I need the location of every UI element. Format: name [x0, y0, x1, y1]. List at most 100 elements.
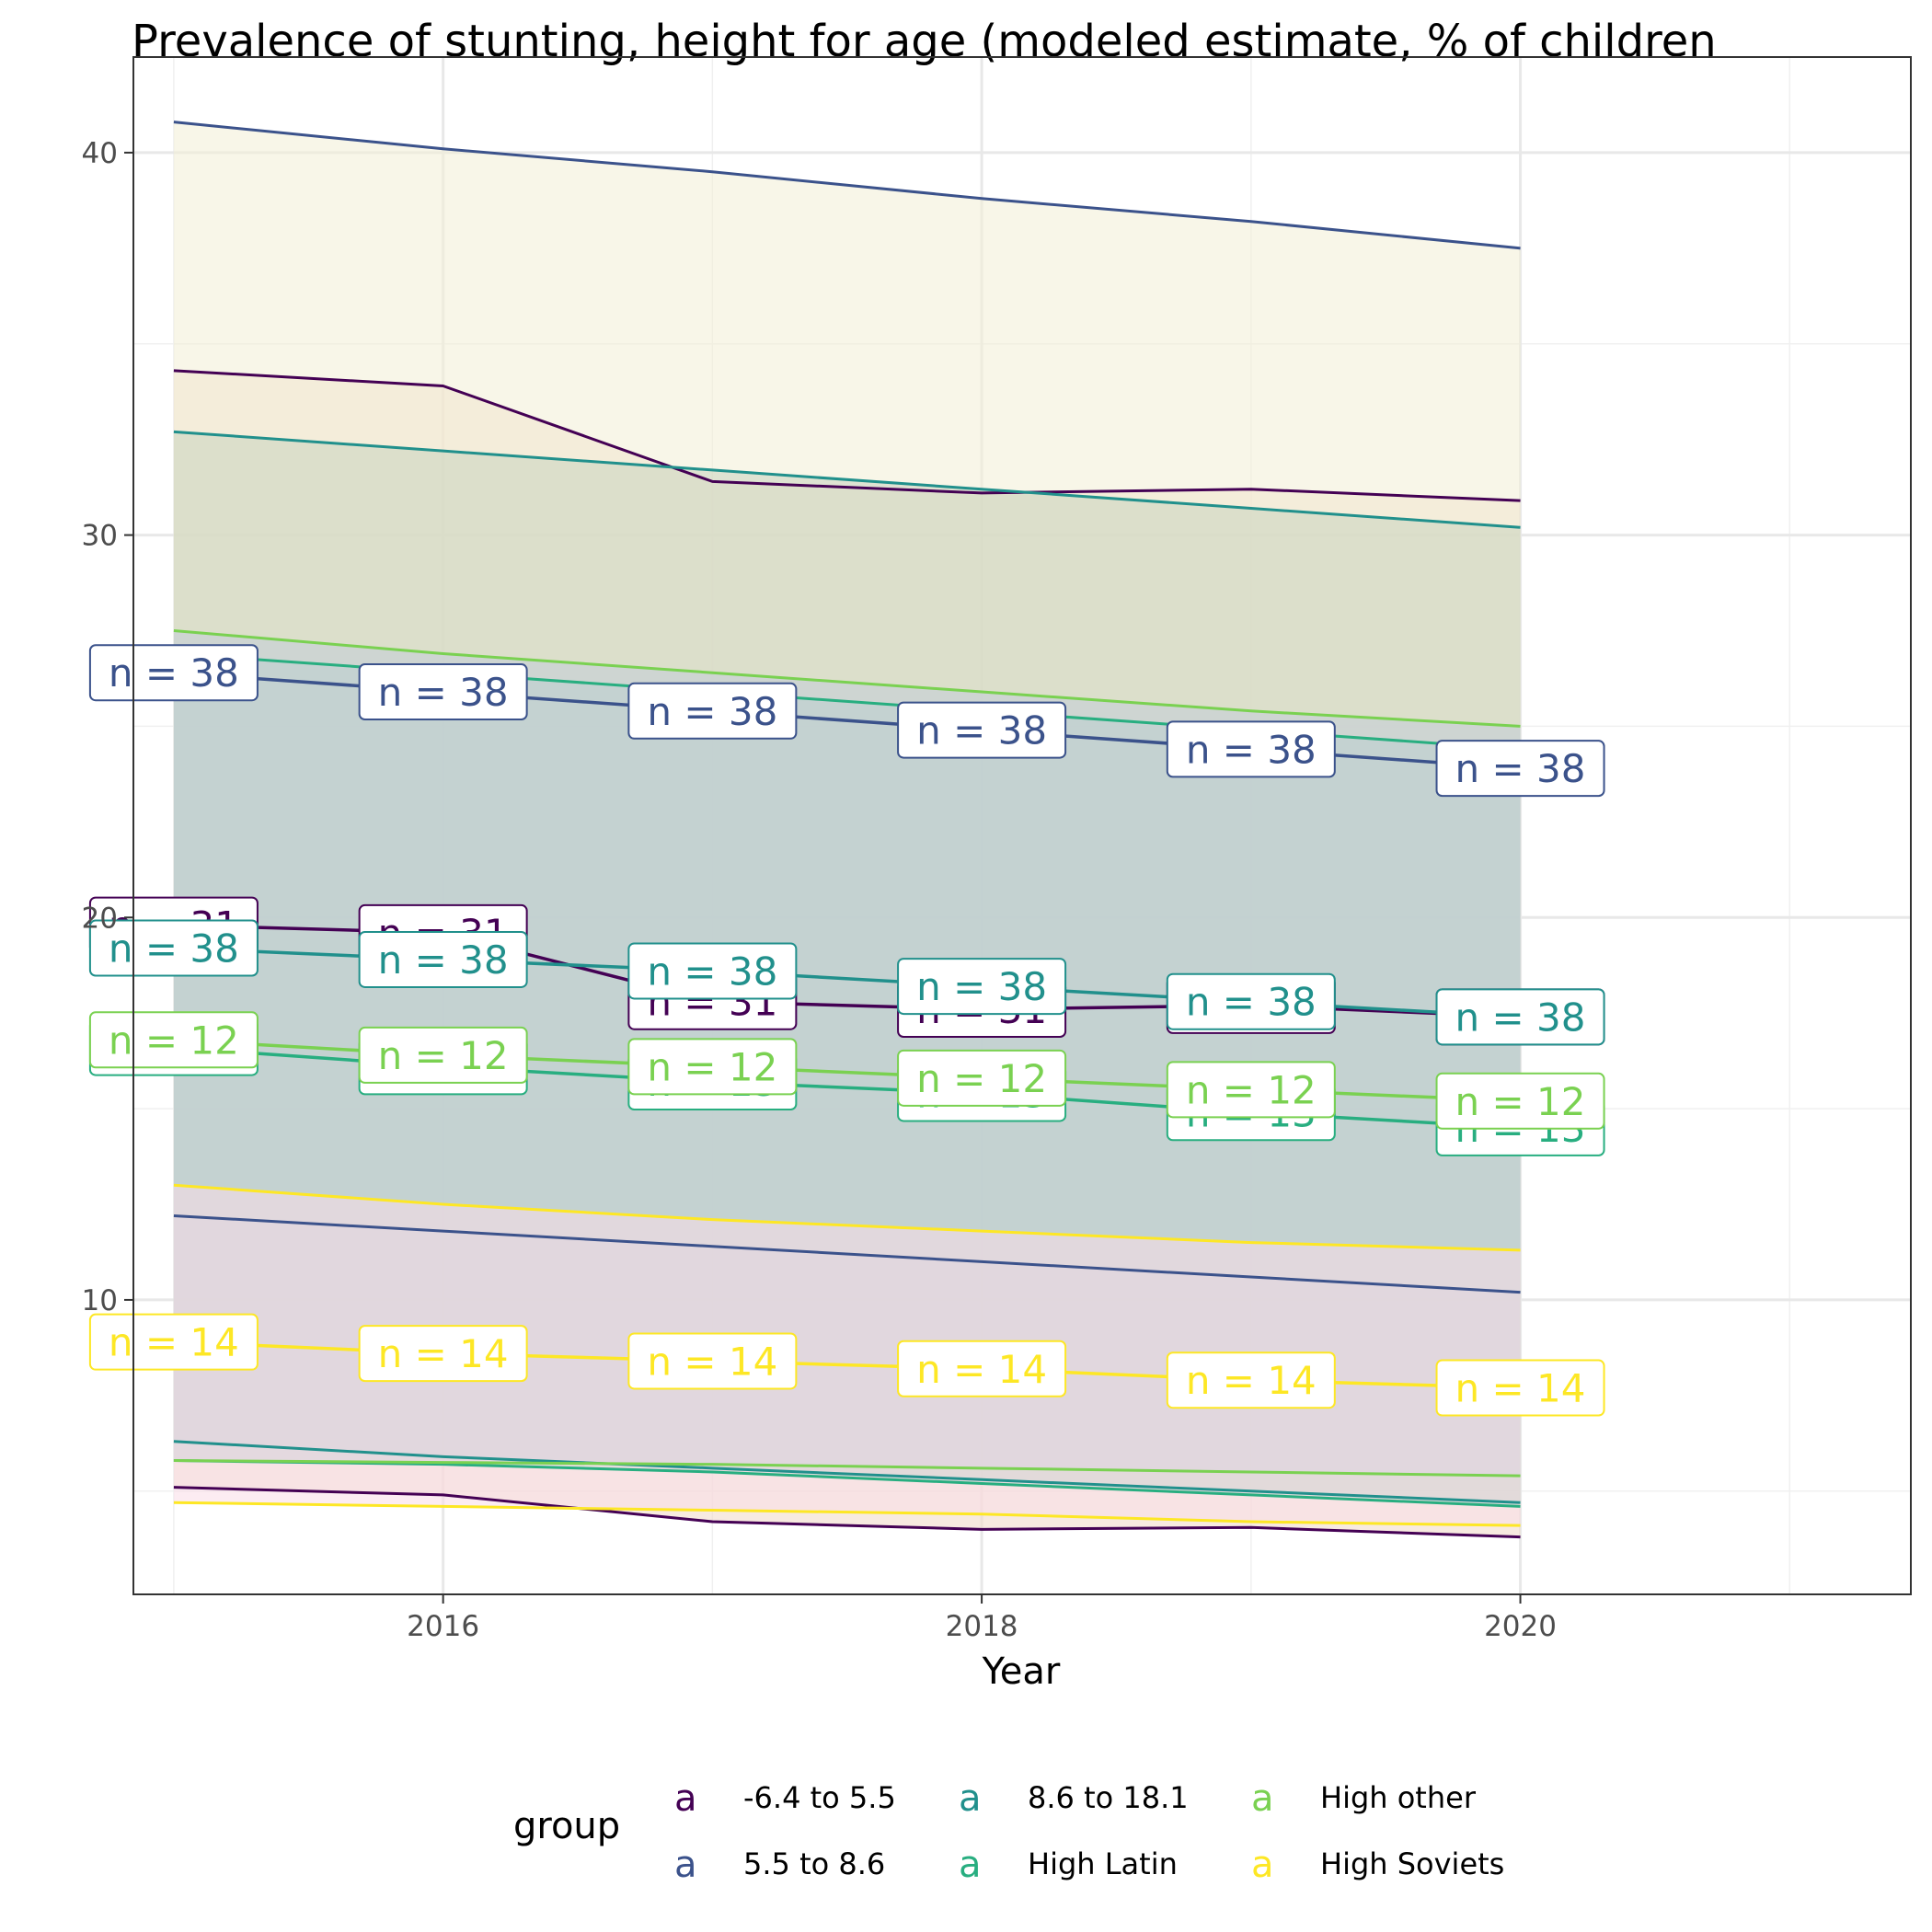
count-label-text: n = 38: [1186, 980, 1317, 1025]
x-tick-label: 2020: [1484, 1610, 1557, 1643]
series-bound-line: [173, 1501, 1521, 1527]
count-label: n = 12: [1435, 1072, 1605, 1130]
count-label-text: n = 38: [109, 926, 239, 972]
count-label-box: [1166, 1351, 1336, 1409]
legend: group a -6.4 to 5.5 a 5.5 to 8.6 a 8.6 to 18.…: [513, 1777, 1504, 1886]
count-label: n = 12: [627, 1038, 798, 1096]
count-label: n = 14: [358, 1325, 528, 1383]
series-bound-line: [173, 1183, 1521, 1252]
count-label-box: [627, 682, 798, 740]
count-label-box: [1166, 972, 1336, 1030]
count-label-box: [627, 1038, 798, 1096]
count-label: n = 38: [897, 701, 1067, 759]
legend-label: High Soviets: [1320, 1846, 1504, 1881]
count-label-text: n = 38: [378, 670, 509, 715]
y-tick-label: 10: [82, 1284, 118, 1317]
count-label-box: [1435, 740, 1605, 798]
legend-item: a High other: [1251, 1777, 1477, 1820]
legend-key-glyph: a: [959, 1777, 982, 1820]
ribbon-layer: [173, 121, 1521, 1537]
count-label-text: n = 38: [378, 937, 509, 983]
count-label-text: n = 12: [1455, 1079, 1586, 1124]
count-label-box: [1166, 1061, 1336, 1119]
count-label-text: n = 38: [647, 689, 777, 734]
legend-label: High other: [1320, 1780, 1477, 1815]
chart-title: Prevalence of stunting, height for age (…: [132, 16, 1717, 67]
count-label-box: [1435, 1072, 1605, 1130]
count-label-box: [897, 1049, 1067, 1107]
count-label-text: n = 38: [647, 949, 777, 994]
legend-label: -6.4 to 5.5: [743, 1780, 896, 1815]
count-label-box: [88, 1313, 259, 1371]
count-label: n = 14: [1166, 1351, 1336, 1409]
series-bound-line: [173, 1486, 1521, 1539]
count-label-box: [897, 958, 1067, 1016]
count-label-box: [1435, 1359, 1605, 1417]
x-tick-label: 2018: [946, 1610, 1018, 1643]
count-label: n = 14: [627, 1332, 798, 1390]
panel-border: [132, 56, 1912, 1595]
legend-item: a High Latin: [959, 1844, 1178, 1886]
count-label-box: [627, 942, 798, 1000]
count-label-text: n = 14: [378, 1331, 509, 1376]
y-tick-label: 30: [82, 520, 118, 553]
count-label-text: n = 38: [916, 708, 1047, 753]
x-tick-label: 2016: [407, 1610, 479, 1643]
count-label-text: n = 12: [916, 1056, 1047, 1101]
count-label-text: n = 38: [109, 650, 239, 696]
count-label: n = 38: [88, 919, 259, 977]
count-label: n = 38: [1435, 988, 1605, 1046]
series-bound-line: [173, 121, 1521, 250]
legend-key-glyph: a: [674, 1777, 697, 1820]
count-label-text: n = 38: [1455, 995, 1586, 1040]
count-label: n = 12: [88, 1011, 259, 1069]
count-label-text: n = 14: [916, 1347, 1047, 1392]
legend-title: group: [513, 1805, 620, 1847]
series-bound-line: [173, 369, 1521, 502]
count-label-box: [897, 1340, 1067, 1397]
count-label-box: [897, 701, 1067, 759]
count-label-layer: n = 31n = 31n = 31n = 31n = 31n = 31n = …: [88, 644, 1605, 1417]
y-tick-label: 40: [82, 137, 118, 170]
y-tick-label: 20: [82, 902, 118, 935]
count-label: n = 38: [88, 644, 259, 702]
series-bound-line: [173, 629, 1521, 728]
count-label: n = 12: [1166, 1061, 1336, 1119]
count-label: n = 14: [897, 1340, 1067, 1397]
legend-label: 8.6 to 18.1: [1028, 1780, 1189, 1815]
count-label: n = 14: [1435, 1359, 1605, 1417]
count-label-text: n = 38: [1186, 727, 1317, 772]
count-label: n = 38: [1166, 972, 1336, 1030]
legend-key-glyph: a: [959, 1844, 982, 1886]
count-label-text: n = 14: [1186, 1358, 1317, 1403]
count-label-text: n = 14: [1455, 1366, 1586, 1411]
count-label-box: [88, 1011, 259, 1069]
count-label-box: [1166, 720, 1336, 778]
series-bound-line: [173, 430, 1521, 529]
count-label-box: [88, 919, 259, 977]
count-label-text: n = 12: [1186, 1067, 1317, 1112]
count-label-box: [627, 1332, 798, 1390]
legend-item: a 8.6 to 18.1: [959, 1777, 1189, 1820]
count-label-box: [88, 644, 259, 702]
count-label-box: [358, 930, 528, 988]
x-axis-title: Year: [982, 1650, 1061, 1693]
legend-item: a -6.4 to 5.5: [674, 1777, 896, 1820]
series-bound-line: [173, 1213, 1521, 1294]
count-label-text: n = 14: [109, 1320, 239, 1365]
count-label-box: [358, 663, 528, 721]
legend-label: 5.5 to 8.6: [743, 1846, 885, 1881]
count-label: n = 38: [1166, 720, 1336, 778]
axis-layer: 2016 2018 2020 10 20 30 40: [82, 137, 1557, 1643]
legend-item: a 5.5 to 8.6: [674, 1844, 885, 1886]
count-label-box: [358, 1325, 528, 1383]
count-label: n = 38: [627, 682, 798, 740]
count-label: n = 38: [358, 930, 528, 988]
count-label: n = 38: [627, 942, 798, 1000]
count-label: n = 38: [897, 958, 1067, 1016]
count-label: n = 38: [1435, 740, 1605, 798]
count-label-text: n = 12: [647, 1044, 777, 1089]
series-bound-line: [173, 1459, 1521, 1508]
legend-label: High Latin: [1028, 1846, 1178, 1881]
